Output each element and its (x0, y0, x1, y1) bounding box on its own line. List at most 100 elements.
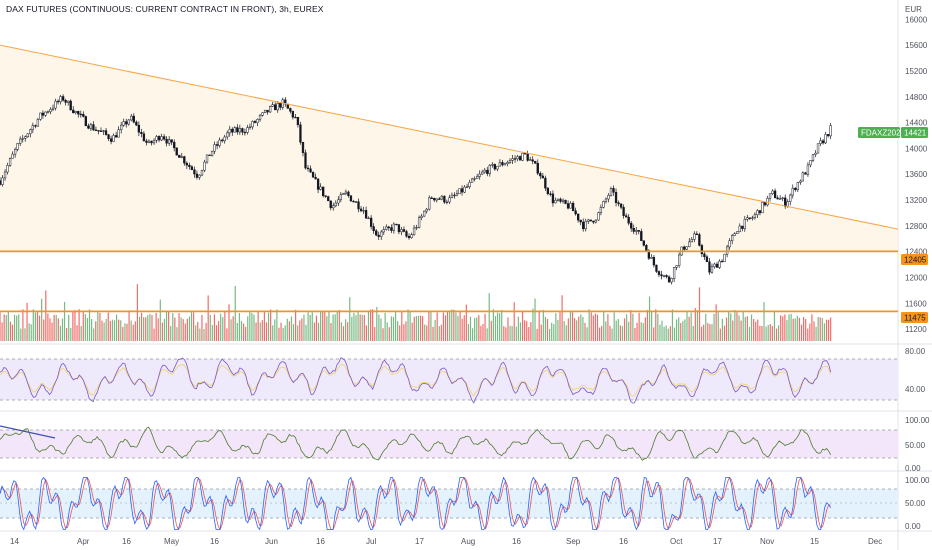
volume-bar (609, 325, 611, 341)
volume-bar (663, 326, 665, 341)
candle (569, 201, 572, 209)
candle (137, 121, 141, 137)
volume-bar (449, 311, 451, 341)
candle (21, 134, 24, 143)
volume-bar (297, 325, 299, 341)
volume-bar (753, 318, 755, 341)
volume-bar (542, 309, 544, 341)
candle (377, 231, 380, 240)
candle (380, 230, 383, 240)
volume-bar (571, 312, 574, 341)
volume-bar (492, 309, 494, 341)
candle (102, 129, 105, 135)
candle (443, 195, 446, 204)
candle (440, 195, 443, 201)
candle (627, 214, 630, 226)
volume-bar (559, 312, 561, 341)
candle (420, 213, 423, 221)
volume-bar (97, 311, 99, 341)
candle (296, 116, 300, 128)
candle (624, 213, 628, 218)
candle (690, 236, 693, 243)
volume-bar (347, 322, 349, 341)
volume-bar (692, 325, 694, 341)
candle (248, 123, 252, 130)
volume-bar (70, 327, 72, 341)
candle (324, 195, 327, 198)
time-tick-label: 16 (122, 537, 131, 546)
volume-bar (788, 314, 790, 341)
candle (339, 191, 342, 203)
volume-bar (253, 314, 255, 341)
candle (486, 166, 489, 177)
volume-bar (411, 322, 413, 341)
volume-bar (195, 325, 197, 341)
candle (582, 218, 585, 232)
volume-bar (111, 319, 114, 341)
drawings[interactable] (0, 44, 899, 439)
volume-bar (374, 327, 376, 341)
volume-bar (47, 313, 49, 341)
volume-bar (655, 309, 657, 341)
candle (491, 162, 494, 168)
volume-bar (765, 326, 767, 341)
candle (173, 139, 176, 152)
volume-bar (544, 316, 547, 341)
candle (135, 120, 138, 126)
candle (423, 210, 426, 217)
volume-bar (138, 316, 141, 341)
candle (344, 189, 348, 196)
candle (412, 225, 416, 236)
candle (566, 200, 570, 210)
volume-bar (184, 323, 186, 341)
volume-bar (390, 316, 392, 341)
candle (521, 152, 524, 162)
volume-bar (823, 323, 826, 341)
volume-bar (763, 302, 765, 341)
volume-bar (682, 321, 684, 341)
volume-bar (99, 312, 101, 341)
candle (11, 151, 14, 159)
volume-bar (236, 322, 238, 341)
candle (36, 117, 40, 127)
volume-bar (353, 312, 355, 341)
volume-bar (365, 325, 368, 341)
volume-bar (738, 315, 740, 341)
volume-bar (646, 310, 649, 341)
candle (630, 221, 633, 232)
currency-label: EUR (905, 5, 922, 14)
trendline[interactable] (0, 44, 899, 230)
candle (731, 233, 734, 245)
volume-bar (284, 325, 286, 341)
volume-bar (426, 325, 428, 341)
candle (59, 94, 62, 105)
volume-bar (457, 315, 459, 341)
volume-bar (7, 311, 9, 341)
candle (195, 170, 199, 180)
candle (56, 99, 60, 105)
volume-bar (211, 325, 213, 341)
osc-trendline[interactable] (0, 425, 56, 439)
price-axis: EUR 80.00 40.00 100.00 50.00 0.00 100.00 50.00… (905, 5, 930, 531)
volume-bar (384, 312, 386, 341)
volume-bar (536, 328, 538, 341)
volume-bar (521, 310, 524, 341)
volume-bar (257, 312, 259, 341)
volume-bar (719, 328, 721, 341)
volume-bar (755, 321, 757, 341)
candle (435, 198, 438, 203)
volume-bar (728, 310, 730, 341)
volume-bar (827, 319, 830, 341)
candle (261, 112, 264, 117)
volume-bar (1, 322, 3, 341)
candle (665, 274, 668, 279)
stoch-tick-label: 100.00 (905, 476, 930, 485)
candle (733, 232, 736, 236)
volume-bar (109, 320, 111, 341)
candle (554, 197, 557, 204)
volume-bar (573, 318, 576, 341)
triangle-area (0, 45, 898, 252)
volume-bar (455, 312, 457, 341)
volume-bar (742, 310, 744, 341)
